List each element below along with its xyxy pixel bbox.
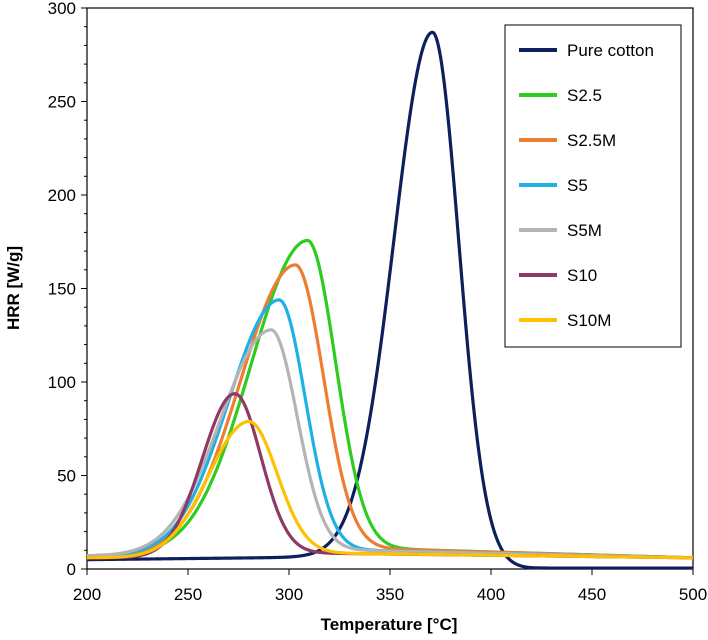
series-line-s10m [86, 419, 694, 560]
legend-label: S5M [567, 221, 602, 240]
x-tick-label: 400 [477, 585, 505, 604]
y-axis-title: HRR [W/g] [4, 246, 23, 330]
y-tick-label: 150 [48, 280, 76, 299]
legend-label: S2.5M [567, 131, 616, 150]
x-axis-title: Temperature [°C] [321, 615, 458, 634]
series-line-pure-cotton [86, 30, 694, 570]
legend-label: S10M [567, 311, 611, 330]
y-tick-label: 0 [67, 560, 76, 579]
y-axis-ticks: 0 50 100 150 200 250 300 [48, 0, 87, 579]
x-axis-ticks: 200 250 300 350 400 450 500 [73, 569, 707, 604]
x-tick-label: 500 [679, 585, 707, 604]
x-tick-label: 250 [174, 585, 202, 604]
y-tick-label: 100 [48, 373, 76, 392]
x-tick-label: 350 [376, 585, 404, 604]
y-tick-label: 50 [57, 467, 76, 486]
legend-label: S10 [567, 266, 597, 285]
x-tick-label: 450 [578, 585, 606, 604]
x-tick-label: 300 [275, 585, 303, 604]
legend-label: S2.5 [567, 86, 602, 105]
series-lines [86, 30, 694, 570]
y-tick-label: 250 [48, 93, 76, 112]
y-tick-label: 300 [48, 0, 76, 18]
y-tick-label: 200 [48, 186, 76, 205]
legend-label: Pure cotton [567, 41, 654, 60]
legend-label: S5 [567, 176, 588, 195]
x-tick-label: 200 [73, 585, 101, 604]
legend-items: Pure cotton S2.5 S2.5M S5 S5M S10 S10M [519, 41, 654, 330]
legend: Pure cotton S2.5 S2.5M S5 S5M S10 S10M [504, 24, 682, 348]
